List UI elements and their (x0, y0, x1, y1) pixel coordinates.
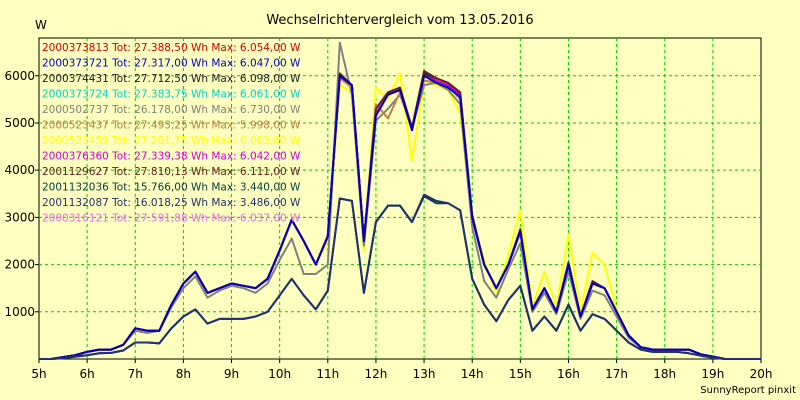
chart-title: Wechselrichtervergleich vom 13.05.2016 (266, 13, 533, 28)
x-tick-label: 11h (316, 367, 339, 381)
legend-entry: 2000374431 Tot: 27.712,50 Wh Max: 6.098,… (42, 73, 301, 85)
y-tick-label: 2000 (4, 258, 35, 272)
x-tick-label: 10h (268, 367, 291, 381)
y-axis: 1000 2000 3000 4000 5000 6000 (4, 69, 39, 319)
legend-entry: 2000373724 Tot: 27.383,75 Wh Max: 6.061,… (42, 89, 301, 101)
x-tick-label: 7h (128, 367, 143, 381)
y-axis-unit: W (35, 18, 47, 32)
legend-entry: 2000373721 Tot: 27.317,00 Wh Max: 6.047,… (42, 58, 301, 70)
x-tick-label: 16h (557, 367, 580, 381)
x-tick-label: 12h (364, 367, 387, 381)
legend-entry: 2000316121 Tot: 27.591,88 Wh Max: 6.037,… (42, 213, 301, 225)
legend-entry: 2000523437 Tot: 27.493,25 Wh Max: 5.998,… (42, 120, 301, 132)
legend-entry: 2001132036 Tot: 15.766,00 Wh Max: 3.440,… (42, 182, 301, 194)
y-tick-label: 4000 (4, 163, 35, 177)
series-layer (39, 41, 761, 360)
credit-text: SunnyReport pinxit (700, 385, 796, 396)
series-line (39, 193, 761, 360)
legend-entry: 2000376360 Tot: 27.339,38 Wh Max: 6.042,… (42, 151, 301, 163)
x-tick-label: 13h (413, 367, 436, 381)
legend: 2000373813 Tot: 27.388,50 Wh Max: 6.054,… (42, 42, 301, 225)
x-tick-label: 9h (224, 367, 239, 381)
legend-entry: 2000523459 Tot: 27.201,75 Wh Max: 6.063,… (42, 135, 301, 147)
y-tick-label: 3000 (4, 210, 35, 224)
series-line (39, 74, 761, 360)
y-tick-label: 5000 (4, 116, 35, 130)
x-tick-label: 8h (176, 367, 191, 381)
x-tick-label: 17h (605, 367, 628, 381)
x-tick-label: 19h (701, 367, 724, 381)
y-tick-label: 1000 (4, 305, 35, 319)
x-tick-label: 14h (461, 367, 484, 381)
legend-entry: 2001132087 Tot: 16.018,25 Wh Max: 3.486,… (42, 197, 301, 209)
x-tick-label: 5h (31, 367, 46, 381)
legend-entry: 2001129627 Tot: 27.810,13 Wh Max: 6.111,… (42, 166, 301, 178)
y-tick-label: 6000 (4, 69, 35, 83)
legend-entry: 2000373813 Tot: 27.388,50 Wh Max: 6.054,… (42, 42, 301, 54)
x-tick-label: 18h (653, 367, 676, 381)
x-tick-label: 15h (509, 367, 532, 381)
x-axis: 5h 6h 7h 8h 9h 10h 11h 12h 13h 14h 15h 16h 17h 18h 19h… (31, 359, 772, 381)
legend-entry: 2000502737 Tot: 26.178,00 Wh Max: 6.730,… (42, 104, 301, 116)
x-tick-label: 6h (80, 367, 95, 381)
x-tick-label: 20h (750, 367, 773, 381)
